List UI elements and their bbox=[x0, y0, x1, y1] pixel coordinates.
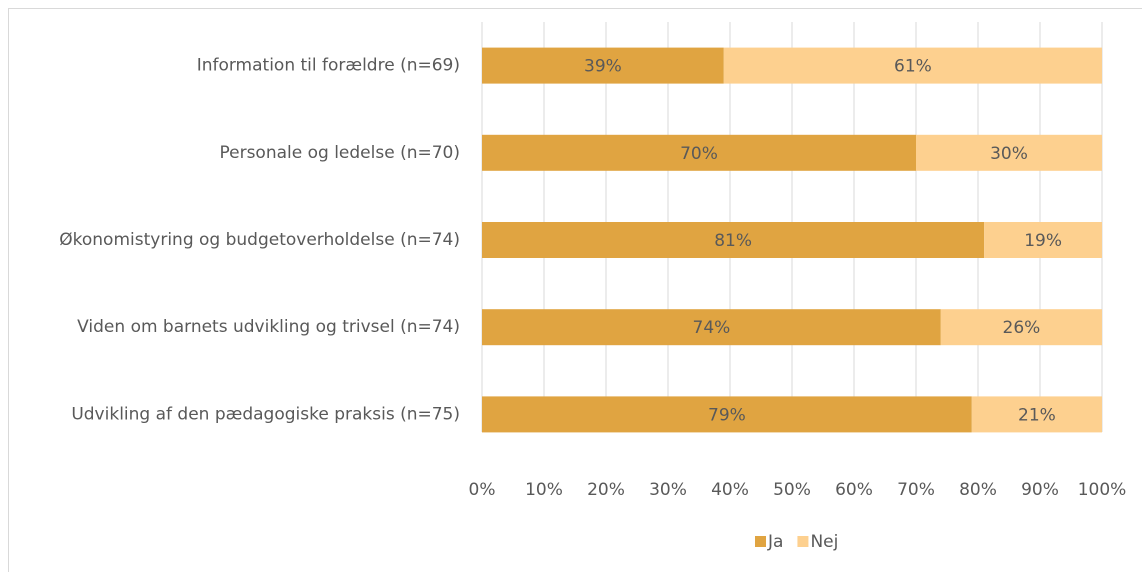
bar-segment bbox=[482, 309, 941, 346]
x-tick-label: 60% bbox=[835, 480, 873, 500]
y-tick-label: Viden om barnets udvikling og trivsel (n… bbox=[77, 317, 460, 337]
data-label: 39% bbox=[584, 57, 622, 77]
y-tick-label: Udvikling af den pædagogiske praksis (n=… bbox=[71, 404, 460, 424]
y-tick-label: Personale og ledelse (n=70) bbox=[219, 143, 460, 163]
x-tick-label: 40% bbox=[711, 480, 749, 500]
legend-label: Ja bbox=[767, 532, 783, 552]
data-label: 61% bbox=[894, 57, 932, 77]
x-tick-label: 10% bbox=[525, 480, 563, 500]
data-label: 19% bbox=[1024, 231, 1062, 251]
data-label: 21% bbox=[1018, 405, 1056, 425]
legend-swatch bbox=[755, 536, 766, 547]
x-tick-label: 50% bbox=[773, 480, 811, 500]
bar-segment bbox=[984, 222, 1102, 258]
bar-segment bbox=[971, 396, 1102, 433]
data-label: 70% bbox=[680, 144, 718, 164]
bar-segment bbox=[940, 309, 1102, 346]
data-label: 81% bbox=[714, 231, 752, 251]
bar-segment bbox=[723, 47, 1102, 84]
bar-segment bbox=[482, 47, 724, 84]
bar-segment bbox=[916, 134, 1102, 171]
x-tick-label: 100% bbox=[1078, 480, 1127, 500]
bar-segment bbox=[482, 222, 985, 258]
x-tick-label: 0% bbox=[469, 480, 496, 500]
x-tick-label: 70% bbox=[897, 480, 935, 500]
legend-swatch bbox=[797, 536, 809, 547]
data-label: 26% bbox=[1003, 318, 1041, 338]
y-tick-label: Økonomistyring og budgetoverholdelse (n=… bbox=[59, 230, 460, 250]
data-label: 30% bbox=[990, 144, 1028, 164]
data-label: 79% bbox=[708, 405, 746, 425]
x-tick-label: 30% bbox=[649, 480, 687, 500]
x-tick-label: 90% bbox=[1021, 480, 1059, 500]
y-tick-label: Information til forældre (n=69) bbox=[197, 56, 460, 76]
bar-segment bbox=[482, 396, 972, 433]
chart-frame bbox=[8, 8, 1142, 572]
bar-segment bbox=[482, 134, 916, 171]
x-tick-label: 20% bbox=[587, 480, 625, 500]
legend-label: Nej bbox=[810, 532, 838, 552]
data-label: 74% bbox=[693, 318, 731, 338]
x-tick-label: 80% bbox=[959, 480, 997, 500]
